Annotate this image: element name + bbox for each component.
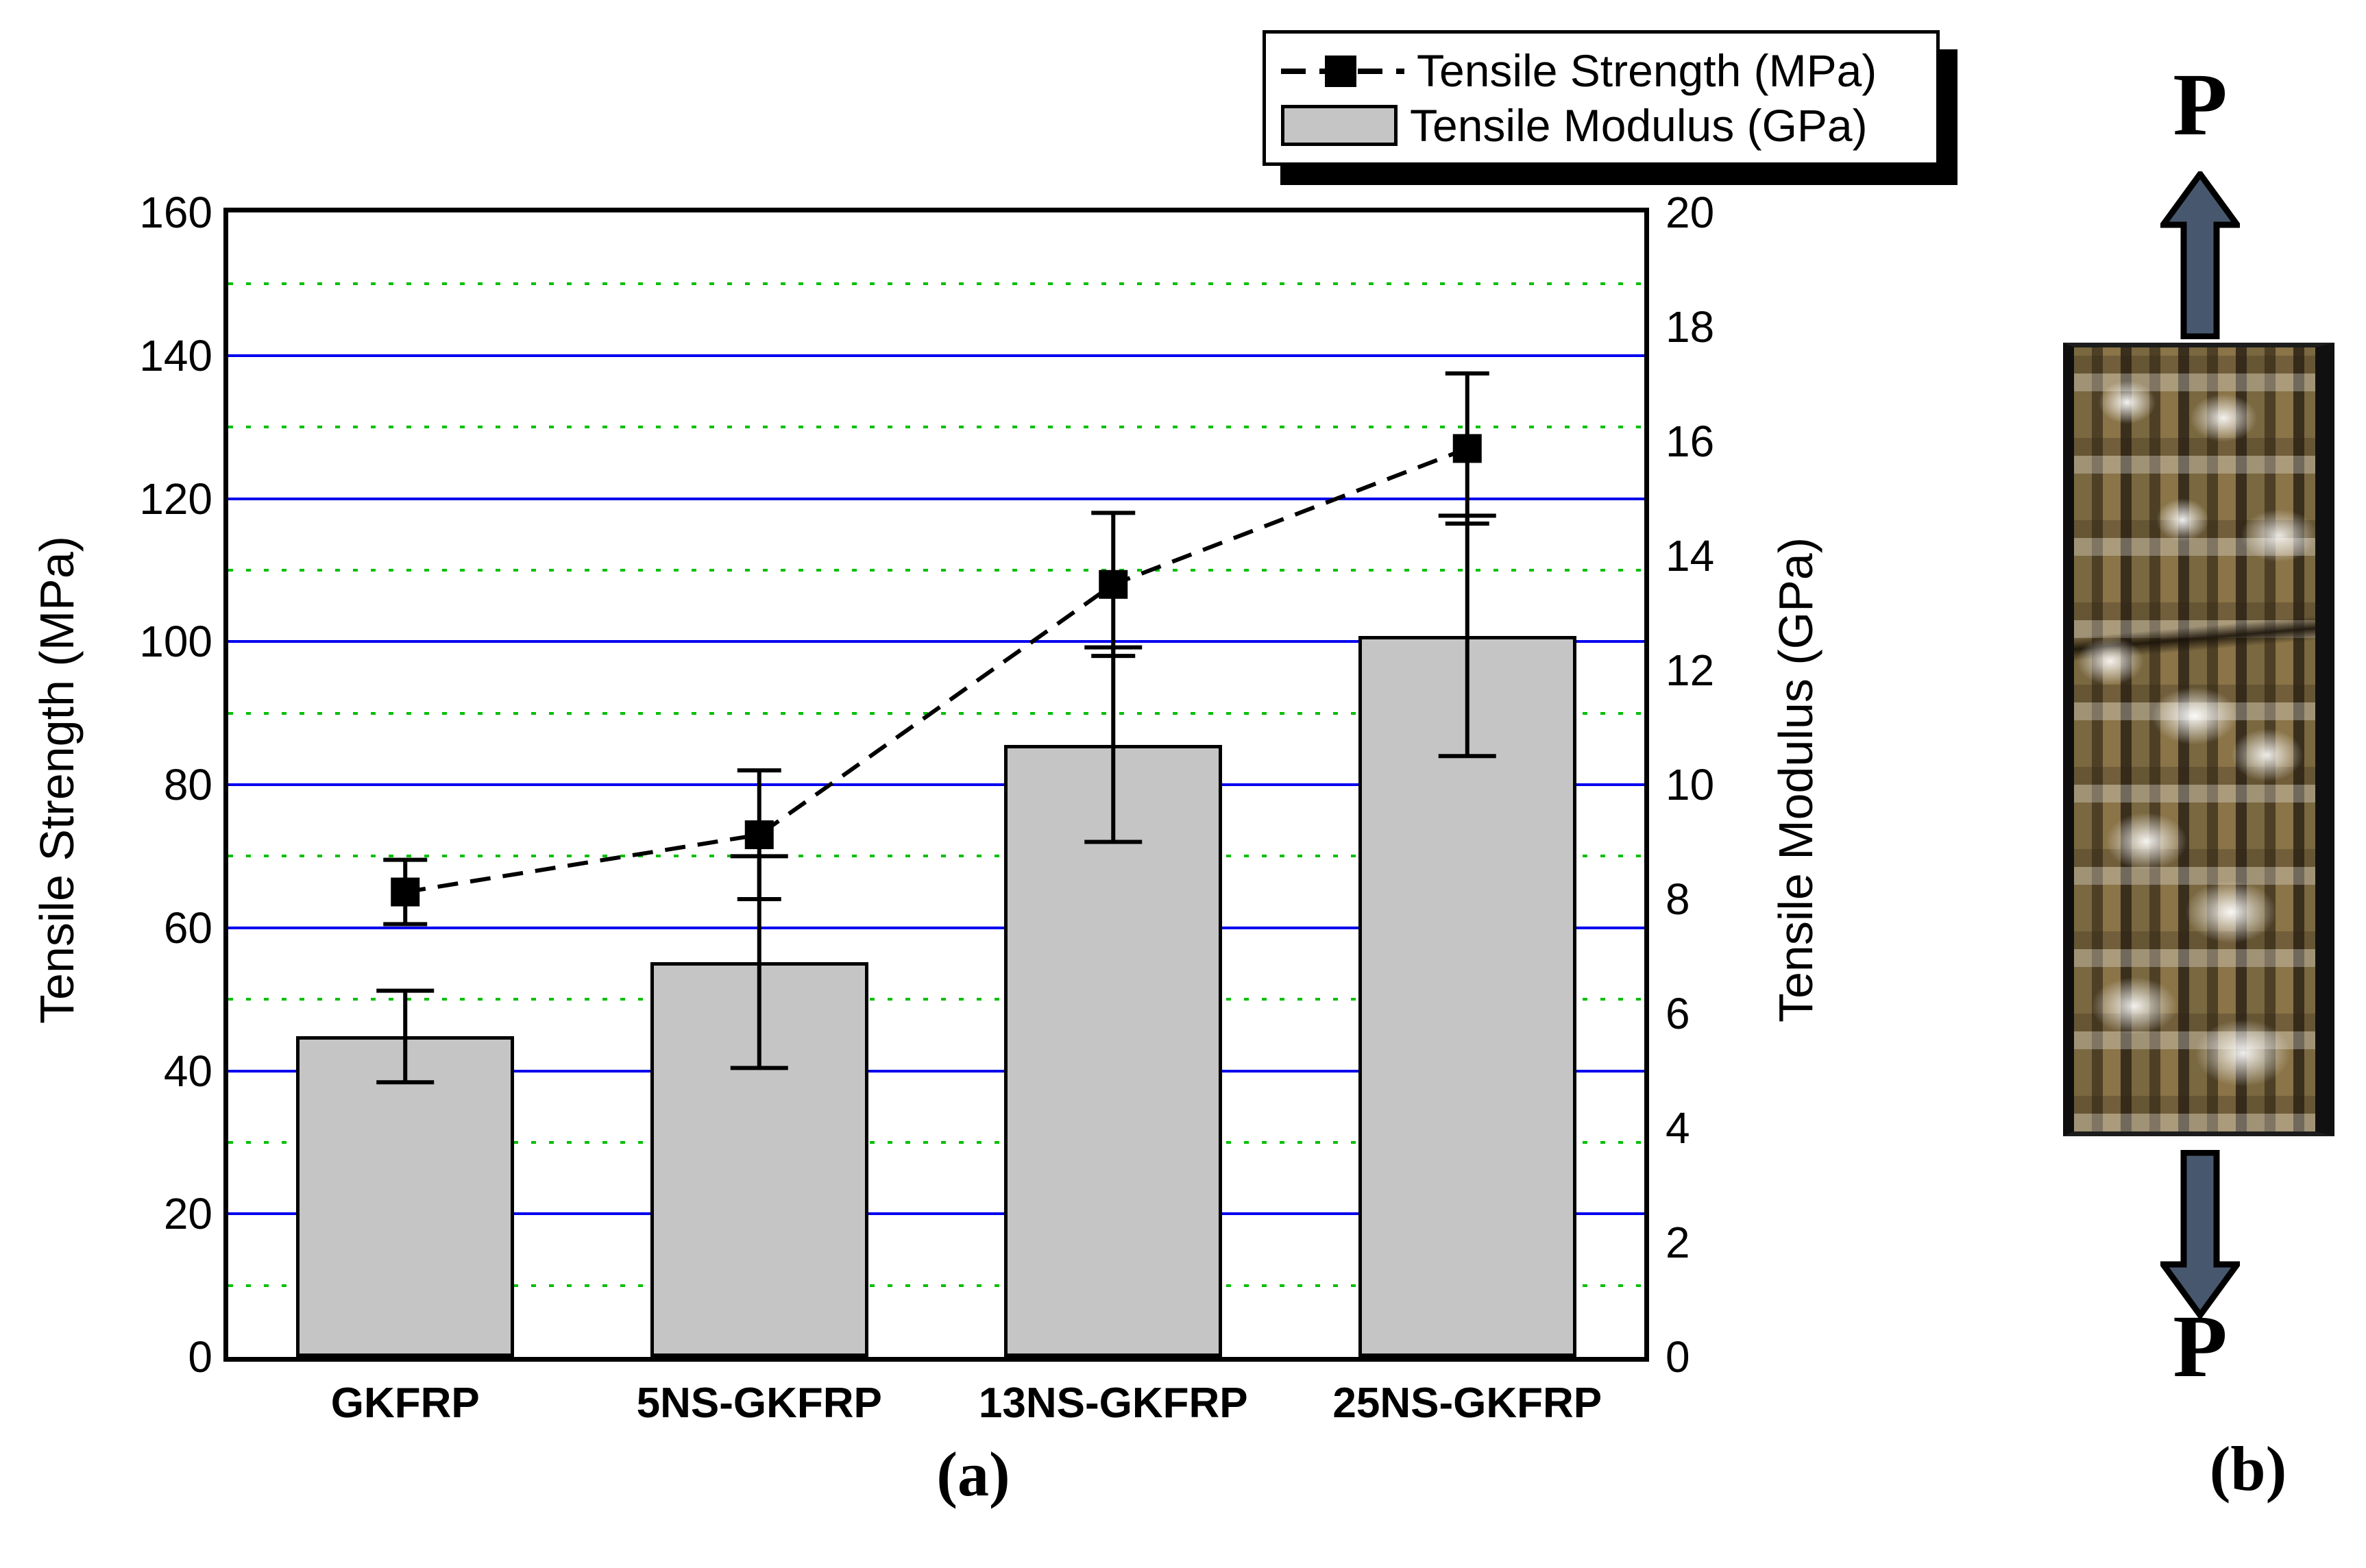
strength-line bbox=[404, 446, 1468, 894]
right-axis-tick-10: 10 bbox=[1666, 760, 1715, 809]
category-label-25NS-GKFRP: 25NS-GKFRP bbox=[1332, 1380, 1602, 1427]
gridline-major bbox=[228, 926, 1644, 929]
down-arrow-icon bbox=[2160, 1150, 2240, 1318]
line-series-marker-icon bbox=[1281, 43, 1404, 98]
right-axis-tick-8: 8 bbox=[1666, 874, 1690, 924]
left-axis-tick-20: 20 bbox=[163, 1189, 212, 1239]
gridline-major bbox=[228, 354, 1644, 357]
gridline-minor bbox=[228, 1284, 1644, 1287]
left-axis-tick-40: 40 bbox=[163, 1046, 212, 1096]
right-axis-tick-2: 2 bbox=[1666, 1218, 1690, 1267]
right-axis-tick-12: 12 bbox=[1666, 646, 1715, 695]
legend-row-strength: Tensile Strength (MPa) bbox=[1281, 43, 1929, 98]
category-label-GKFRP: GKFRP bbox=[330, 1380, 480, 1427]
gridline-minor bbox=[228, 426, 1644, 429]
bar-GKFRP bbox=[296, 1036, 515, 1357]
legend-row-modulus: Tensile Modulus (GPa) bbox=[1281, 98, 1929, 153]
left-axis-tick-160: 160 bbox=[139, 188, 212, 237]
load-label-top: P bbox=[2173, 56, 2228, 154]
chart-legend: Tensile Strength (MPa) Tensile Modulus (… bbox=[1263, 30, 1940, 166]
right-axis-tick-0: 0 bbox=[1666, 1332, 1690, 1382]
right-axis-tick-4: 4 bbox=[1666, 1103, 1690, 1153]
right-axis-tick-16: 16 bbox=[1666, 417, 1715, 466]
legend-label-strength: Tensile Strength (MPa) bbox=[1417, 45, 1877, 96]
left-axis-tick-100: 100 bbox=[139, 617, 212, 667]
category-label-5NS-GKFRP: 5NS-GKFRP bbox=[636, 1380, 882, 1427]
gridline-major bbox=[228, 1069, 1644, 1073]
strength-marker-square bbox=[1452, 434, 1482, 463]
gridline-minor bbox=[228, 568, 1644, 572]
gridline-minor bbox=[228, 282, 1644, 286]
right-axis-tick-6: 6 bbox=[1666, 989, 1690, 1038]
strength-marker-square bbox=[1099, 569, 1128, 599]
category-label-13NS-GKFRP: 13NS-GKFRP bbox=[978, 1380, 1248, 1427]
gridline-major bbox=[228, 1212, 1644, 1216]
bar-13NS-GKFRP bbox=[1004, 744, 1223, 1357]
left-axis-tick-140: 140 bbox=[139, 330, 212, 380]
bar-25NS-GKFRP bbox=[1358, 635, 1576, 1357]
legend-label-modulus: Tensile Modulus (GPa) bbox=[1410, 100, 1868, 151]
right-axis-tick-14: 14 bbox=[1666, 531, 1715, 580]
specimen-photo bbox=[2063, 343, 2334, 1136]
right-axis-tick-20: 20 bbox=[1666, 188, 1715, 237]
left-axis-tick-80: 80 bbox=[163, 760, 212, 809]
subfigure-b-caption: (b) bbox=[2209, 1434, 2287, 1504]
gridline-minor bbox=[228, 998, 1644, 1001]
bar-5NS-GKFRP bbox=[650, 961, 868, 1357]
strength-marker-square bbox=[391, 877, 420, 907]
gridline-major bbox=[228, 497, 1644, 500]
up-arrow-icon bbox=[2160, 171, 2240, 339]
subfigure-a-caption: (a) bbox=[936, 1439, 1010, 1509]
left-axis-tick-0: 0 bbox=[188, 1332, 212, 1382]
right-axis-tick-18: 18 bbox=[1666, 302, 1715, 352]
gridline-minor bbox=[228, 1140, 1644, 1144]
left-axis-tick-60: 60 bbox=[163, 903, 212, 953]
plot-area bbox=[223, 208, 1649, 1362]
left-axis-tick-120: 120 bbox=[139, 474, 212, 524]
load-label-bottom: P bbox=[2173, 1297, 2228, 1396]
bar-series-swatch-icon bbox=[1281, 105, 1398, 146]
strength-marker-square bbox=[744, 820, 774, 850]
